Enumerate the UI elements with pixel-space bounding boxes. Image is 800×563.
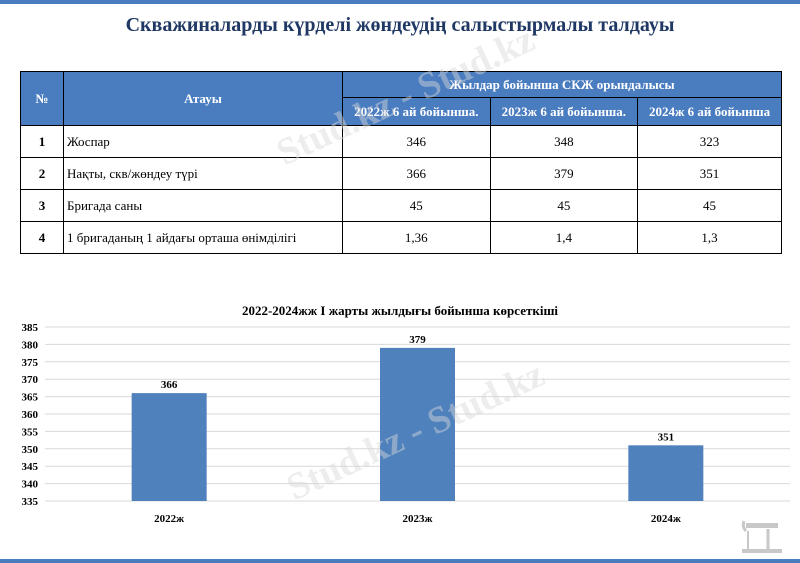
y-tick-label: 385 <box>22 322 39 334</box>
table-row: 2 Нақты, скв/жөндеу түрі 366 379 351 <box>20 157 782 190</box>
y-tick-label: 380 <box>22 339 39 351</box>
comparison-table: № Атауы Жылдар бойынша СКЖ орындалысы 20… <box>20 71 782 254</box>
bar-chart: 335 340 345 350 355 360 365 370 375 380 385 366 2022… <box>22 322 790 525</box>
value-2022: 45 <box>342 189 491 222</box>
bar <box>628 445 704 501</box>
row-number: 4 <box>20 221 64 254</box>
num-header: № <box>20 71 64 126</box>
value-2024: 323 <box>637 125 782 158</box>
data-label: 351 <box>658 431 675 443</box>
y-tick-label: 365 <box>22 392 39 404</box>
oil-pump-icon <box>741 520 782 553</box>
x-tick-label: 2023ж <box>403 513 433 525</box>
table-row: 3 Бригада саны 45 45 45 <box>20 189 782 222</box>
y-tick-label: 335 <box>22 496 39 508</box>
row-number: 3 <box>20 189 64 222</box>
row-name: Бригада саны <box>63 189 343 222</box>
value-2023: 348 <box>489 125 639 158</box>
year-header-2024: 2024ж 6 ай бойынша <box>637 97 782 126</box>
year-header-2023: 2023ж 6 ай бойынша. <box>489 97 639 126</box>
row-name: 1 бригаданың 1 айдағы орташа өнімділігі <box>63 221 343 254</box>
y-tick-label: 355 <box>22 426 39 438</box>
value-2022: 346 <box>342 125 491 158</box>
value-2024: 351 <box>637 157 782 190</box>
table-row: 4 1 бригаданың 1 айдағы орташа өнімділіг… <box>20 221 782 254</box>
value-2022: 366 <box>342 157 491 190</box>
bar <box>131 393 207 501</box>
y-tick-label: 350 <box>22 444 39 456</box>
y-tick-label: 340 <box>22 479 39 491</box>
y-tick-label: 360 <box>22 409 39 421</box>
x-tick-label: 2022ж <box>154 513 184 525</box>
row-name: Нақты, скв/жөндеу түрі <box>63 157 343 190</box>
value-2023: 379 <box>489 157 639 190</box>
value-2024: 1,3 <box>637 221 782 254</box>
data-label: 366 <box>161 379 178 391</box>
year-header-2022: 2022ж 6 ай бойынша. <box>342 97 491 126</box>
bar <box>380 347 455 501</box>
row-number: 1 <box>20 125 64 158</box>
row-name: Жоспар <box>63 125 343 158</box>
bottom-rule <box>0 559 800 563</box>
table-row: 1 Жоспар 346 348 323 <box>20 125 782 158</box>
slide-title: Скважиналарды күрделі жөндеудің салыстыр… <box>125 14 675 36</box>
value-2022: 1,36 <box>342 221 491 254</box>
name-header: Атауы <box>63 71 343 126</box>
group-header: Жылдар бойынша СКЖ орындалысы <box>342 71 782 98</box>
value-2023: 1,4 <box>489 221 639 254</box>
value-2024: 45 <box>637 189 782 222</box>
y-tick-label: 370 <box>22 374 39 386</box>
row-number: 2 <box>20 157 64 190</box>
value-2023: 45 <box>489 189 639 222</box>
data-label: 379 <box>409 334 426 346</box>
chart-title: 2022-2024жж I жарты жылдығы бойынша көрс… <box>241 303 559 318</box>
top-rule <box>0 0 800 4</box>
y-tick-label: 375 <box>22 357 39 369</box>
y-tick-label: 345 <box>22 461 39 473</box>
x-tick-label: 2024ж <box>651 513 681 525</box>
